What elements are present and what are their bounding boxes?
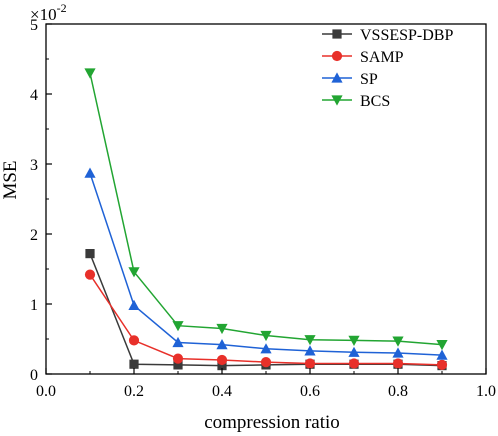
legend-label-1: SAMP xyxy=(360,49,404,66)
data-point-3-2 xyxy=(172,321,184,332)
data-point-0-0 xyxy=(85,249,95,259)
data-point-0-3 xyxy=(217,361,227,371)
data-point-2-0 xyxy=(84,167,96,178)
data-point-2-1 xyxy=(128,299,140,310)
data-point-3-5 xyxy=(304,335,316,346)
data-point-1-2 xyxy=(172,353,184,364)
plot-area xyxy=(84,68,448,371)
data-point-1-8 xyxy=(436,359,448,370)
y-tick-label-3: 3 xyxy=(30,157,38,174)
legend: VSSESP-DBP SAMP SP BCS xyxy=(322,27,453,110)
data-point-1-6 xyxy=(348,358,360,369)
data-point-3-6 xyxy=(348,335,360,346)
y-tick-label-4: 4 xyxy=(30,87,38,104)
data-point-1-5 xyxy=(304,358,316,369)
y-axis-multiplier-exponent: -2 xyxy=(57,1,67,15)
x-tick-label-3: 0.6 xyxy=(300,383,320,400)
y-tick-label-5: 5 xyxy=(30,17,38,34)
y-axis-multiplier-base: ×10 xyxy=(30,5,57,24)
x-tick-label-0: 0.0 xyxy=(36,383,56,400)
data-point-0-1 xyxy=(129,359,139,369)
legend-label-3: BCS xyxy=(360,93,390,110)
data-point-3-3 xyxy=(216,323,228,335)
y-tick-label-2: 2 xyxy=(30,227,38,244)
legend-marker-0 xyxy=(332,29,342,39)
data-point-1-3 xyxy=(216,354,228,366)
y-tick-label-1: 1 xyxy=(30,297,38,314)
data-point-2-2 xyxy=(172,336,184,348)
data-point-2-8 xyxy=(436,349,448,360)
series-line-3 xyxy=(89,72,443,346)
data-point-0-2 xyxy=(173,360,183,370)
data-point-2-3 xyxy=(216,339,228,350)
data-point-2-7 xyxy=(392,347,404,358)
data-point-1-0 xyxy=(84,269,96,280)
data-point-3-0 xyxy=(84,68,96,79)
legend-marker-1 xyxy=(331,50,343,62)
data-point-3-4 xyxy=(260,330,272,342)
x-axis-label: compression ratio xyxy=(204,412,340,433)
y-axis-multiplier: ×10-2 xyxy=(30,1,67,24)
legend-marker-2 xyxy=(331,72,343,83)
data-point-1-1 xyxy=(128,335,140,346)
y-tick-label-0: 0 xyxy=(30,367,38,384)
legend-label-0: VSSESP-DBP xyxy=(360,27,453,44)
data-point-2-6 xyxy=(348,346,360,357)
x-tick-label-4: 0.8 xyxy=(388,383,408,400)
data-point-2-5 xyxy=(304,345,316,356)
x-tick-label-5: 1.0 xyxy=(476,383,496,400)
x-tick-label-1: 0.2 xyxy=(124,383,144,400)
x-tick-label-2: 0.4 xyxy=(212,383,232,400)
axes: 0.0 0.2 0.4 0.6 0.8 1.0 0 1 2 3 4 5 xyxy=(30,17,496,400)
series-line-2 xyxy=(89,172,443,356)
y-axis-label: MSE xyxy=(0,160,21,199)
data-point-1-4 xyxy=(260,357,272,368)
data-point-3-1 xyxy=(128,267,140,278)
legend-marker-3 xyxy=(331,95,343,106)
legend-label-2: SP xyxy=(360,71,378,88)
data-point-3-7 xyxy=(392,336,404,347)
data-point-2-4 xyxy=(260,343,272,354)
data-point-3-8 xyxy=(436,340,448,351)
plot-frame xyxy=(45,23,487,375)
data-point-1-7 xyxy=(392,358,404,369)
